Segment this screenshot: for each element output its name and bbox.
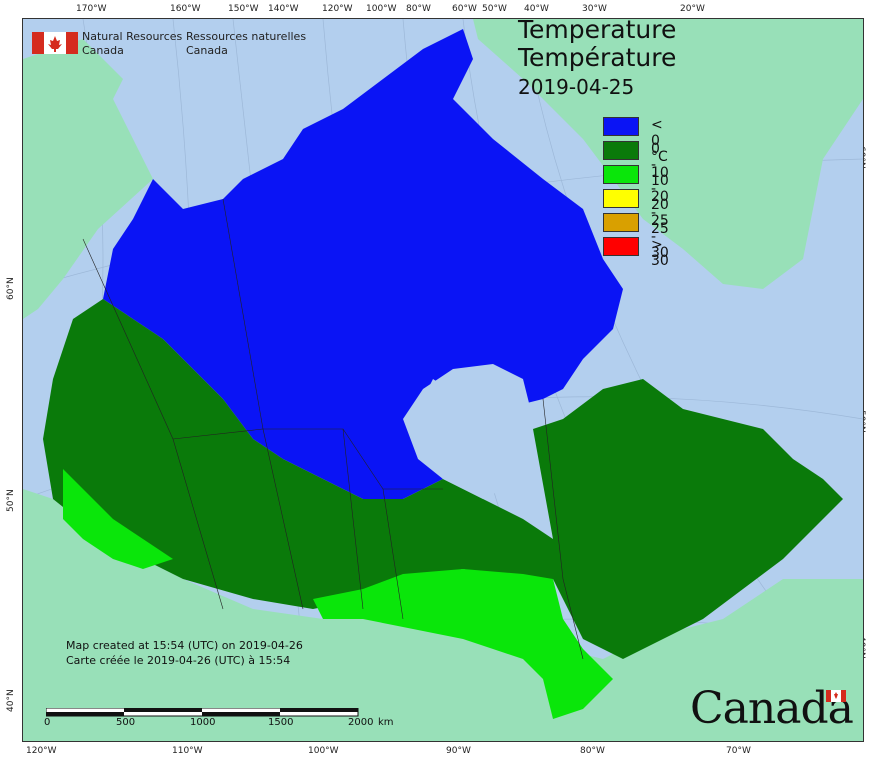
credits-en: Map created at 15:54 (UTC) on 2019-04-26 (66, 639, 303, 652)
tick-top-60w: 60°W (452, 4, 477, 14)
scale-bar-graphic (45, 707, 359, 717)
scale-unit: km (378, 717, 394, 728)
org-name-fr-line1: Ressources naturelles (186, 30, 307, 43)
flag-logo-icon (32, 32, 78, 54)
tick-left-60n: 60°N (6, 277, 16, 300)
legend-label: 10 - 20 (651, 165, 669, 213)
org-name-en-line2: Canada (82, 44, 124, 57)
tick-top-80w: 80°W (406, 4, 431, 14)
legend-label: 25 - 30 (651, 213, 669, 261)
scale-label-500: 500 (116, 717, 136, 728)
legend-swatch (603, 237, 639, 256)
credits-fr: Carte créée le 2019-04-26 (UTC) à 15:54 (66, 654, 291, 667)
tick-bottom-80w: 80°W (580, 746, 605, 756)
tick-bottom-110w: 110°W (172, 746, 203, 756)
alaska-land (23, 39, 153, 319)
legend-swatch (603, 213, 639, 232)
legend-label: < 0 °C (651, 117, 668, 165)
tick-top-50w: 50°W (482, 4, 507, 14)
tick-top-30w: 30°W (582, 4, 607, 14)
org-name-fr-line2: Canada (186, 44, 228, 57)
tick-top-100w: 100°W (366, 4, 397, 14)
region-ten-twenty-west (63, 469, 173, 569)
legend-swatch (603, 117, 639, 136)
tick-top-170w: 170°W (76, 4, 107, 14)
hudson-bay (403, 364, 533, 499)
title-block: Temperature Température 2019-04-25 (518, 16, 676, 100)
usa-land (23, 489, 863, 741)
scale-label-1500: 1500 (268, 717, 294, 728)
legend-label: > 30 (651, 237, 669, 269)
wordmark-flag-icon (826, 690, 846, 702)
region-ten-twenty-south (313, 569, 613, 719)
tick-left-40n: 40°N (6, 689, 16, 712)
title-en: Temperature (518, 15, 677, 44)
credits: Map created at 15:54 (UTC) on 2019-04-26… (66, 638, 303, 668)
tick-bottom-70w: 70°W (726, 746, 751, 756)
title-date: 2019-04-25 (518, 75, 635, 99)
legend-swatch (603, 141, 639, 160)
tick-top-40w: 40°W (524, 4, 549, 14)
greenland-land (473, 19, 863, 289)
tick-top-150w: 150°W (228, 4, 259, 14)
legend-swatch (603, 189, 639, 208)
scale-label-1000: 1000 (190, 717, 216, 728)
tick-top-120w: 120°W (322, 4, 353, 14)
tick-bottom-100w: 100°W (308, 746, 339, 756)
tick-top-160w: 160°W (170, 4, 201, 14)
provincial-borders (82, 198, 584, 660)
tick-bottom-120w: 120°W (26, 746, 57, 756)
map-canvas[interactable] (22, 18, 864, 742)
tick-bottom-90w: 90°W (446, 746, 471, 756)
tick-left-50n: 50°N (6, 489, 16, 512)
map-svg (23, 19, 863, 741)
org-name-en-line1: Natural Resources (82, 30, 183, 43)
scale-label-0: 0 (44, 717, 51, 728)
scale-bar: 0 500 1000 1500 2000 km (44, 705, 394, 731)
tick-top-140w: 140°W (268, 4, 299, 14)
legend-swatch (603, 165, 639, 184)
legend-label: 20 - 25 (651, 189, 669, 237)
tick-top-20w: 20°W (680, 4, 705, 14)
org-name-fr: Ressources naturelles Canada (186, 30, 306, 58)
scale-label-2000: 2000 (348, 717, 374, 728)
title-fr: Température (518, 43, 677, 72)
legend-label: 0 - 10 (651, 141, 669, 189)
org-name-en: Natural Resources Canada (82, 30, 182, 58)
